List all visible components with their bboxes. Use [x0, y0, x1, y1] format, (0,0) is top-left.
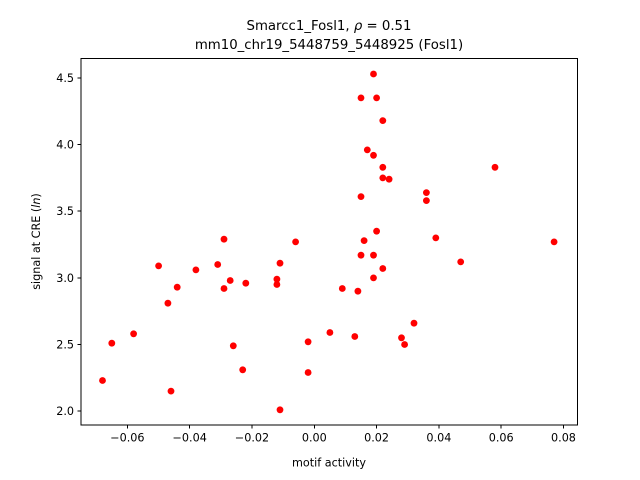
title-rho-symbol: ρ — [354, 19, 363, 34]
x-tick-label: −0.06 — [110, 432, 144, 445]
data-point — [220, 285, 228, 292]
data-point — [351, 333, 359, 340]
data-point — [370, 70, 377, 78]
data-point — [370, 151, 377, 159]
x-tick-label: −0.04 — [173, 432, 207, 445]
data-point — [226, 277, 234, 284]
y-tick-label: 3.0 — [56, 272, 74, 285]
data-point — [273, 275, 281, 283]
data-point — [385, 175, 393, 183]
data-point — [550, 238, 558, 246]
data-point — [354, 287, 362, 295]
data-point — [379, 265, 387, 272]
y-axis-label-italic: ln — [30, 198, 43, 208]
data-point — [229, 342, 237, 350]
y-axis-label: signal at CRE (ln) — [30, 193, 43, 290]
data-point — [423, 197, 430, 205]
scatter-points — [99, 70, 558, 414]
data-point — [360, 237, 368, 245]
data-point — [155, 262, 163, 270]
data-point — [192, 266, 200, 274]
y-tick-label: 2.5 — [56, 338, 74, 351]
data-point — [338, 285, 346, 292]
data-point — [370, 251, 377, 259]
data-point — [423, 189, 430, 197]
title-line1-prefix: Smarcc1_Fosl1, — [247, 19, 354, 34]
x-tick-label: −0.02 — [235, 432, 269, 445]
data-point — [370, 274, 377, 282]
x-tick-label: 0.06 — [489, 432, 514, 445]
data-point — [379, 174, 387, 182]
data-point — [242, 279, 250, 287]
y-tick-label: 4.5 — [56, 72, 74, 85]
data-point — [373, 227, 380, 235]
data-point — [491, 163, 499, 171]
data-point — [410, 319, 418, 327]
data-point — [273, 281, 281, 288]
x-axis-label: motif activity — [292, 457, 366, 470]
data-point — [220, 235, 228, 243]
y-tick-label: 3.5 — [56, 205, 74, 218]
data-point — [173, 283, 181, 291]
data-point — [373, 94, 380, 102]
data-point — [304, 369, 312, 376]
y-tick-label: 4.0 — [56, 138, 74, 151]
data-point — [164, 299, 172, 307]
data-point — [457, 258, 465, 266]
data-point — [357, 193, 365, 201]
x-tick-label: 0.00 — [302, 432, 327, 445]
data-point — [108, 339, 116, 347]
y-axis-label-suffix: ) — [30, 193, 43, 197]
data-point — [276, 259, 284, 267]
data-point — [357, 94, 365, 102]
data-point — [304, 338, 312, 346]
data-point — [239, 366, 247, 374]
plot-area-border — [80, 58, 578, 426]
data-point — [379, 163, 387, 171]
x-tick-label: 0.02 — [364, 432, 389, 445]
data-point — [379, 117, 387, 124]
data-point — [130, 330, 138, 338]
x-axis-ticks: −0.06 −0.04 −0.02 0.00 0.02 0.04 0.06 0.08 — [110, 425, 576, 445]
data-point — [432, 234, 440, 242]
data-point — [357, 251, 365, 259]
y-axis-label-prefix: signal at CRE ( — [30, 208, 43, 290]
plot-title-line2: mm10_chr19_5448759_5448925 (Fosl1) — [195, 38, 463, 53]
data-point — [363, 146, 371, 154]
data-point — [326, 329, 334, 336]
y-tick-label: 2.0 — [56, 405, 74, 418]
x-tick-label: 0.04 — [426, 432, 451, 445]
y-axis-ticks: 2.0 2.5 3.0 3.5 4.0 4.5 — [56, 72, 81, 418]
title-line1-suffix: = 0.51 — [362, 19, 411, 34]
data-point — [398, 334, 405, 342]
data-point — [276, 406, 284, 414]
plot-title-line1: Smarcc1_Fosl1, ρ = 0.51 — [247, 19, 412, 34]
x-tick-label: 0.08 — [551, 432, 576, 445]
data-point — [167, 387, 175, 395]
data-point — [214, 261, 222, 268]
data-point — [99, 377, 106, 384]
data-point — [292, 238, 299, 246]
data-point — [401, 341, 408, 348]
